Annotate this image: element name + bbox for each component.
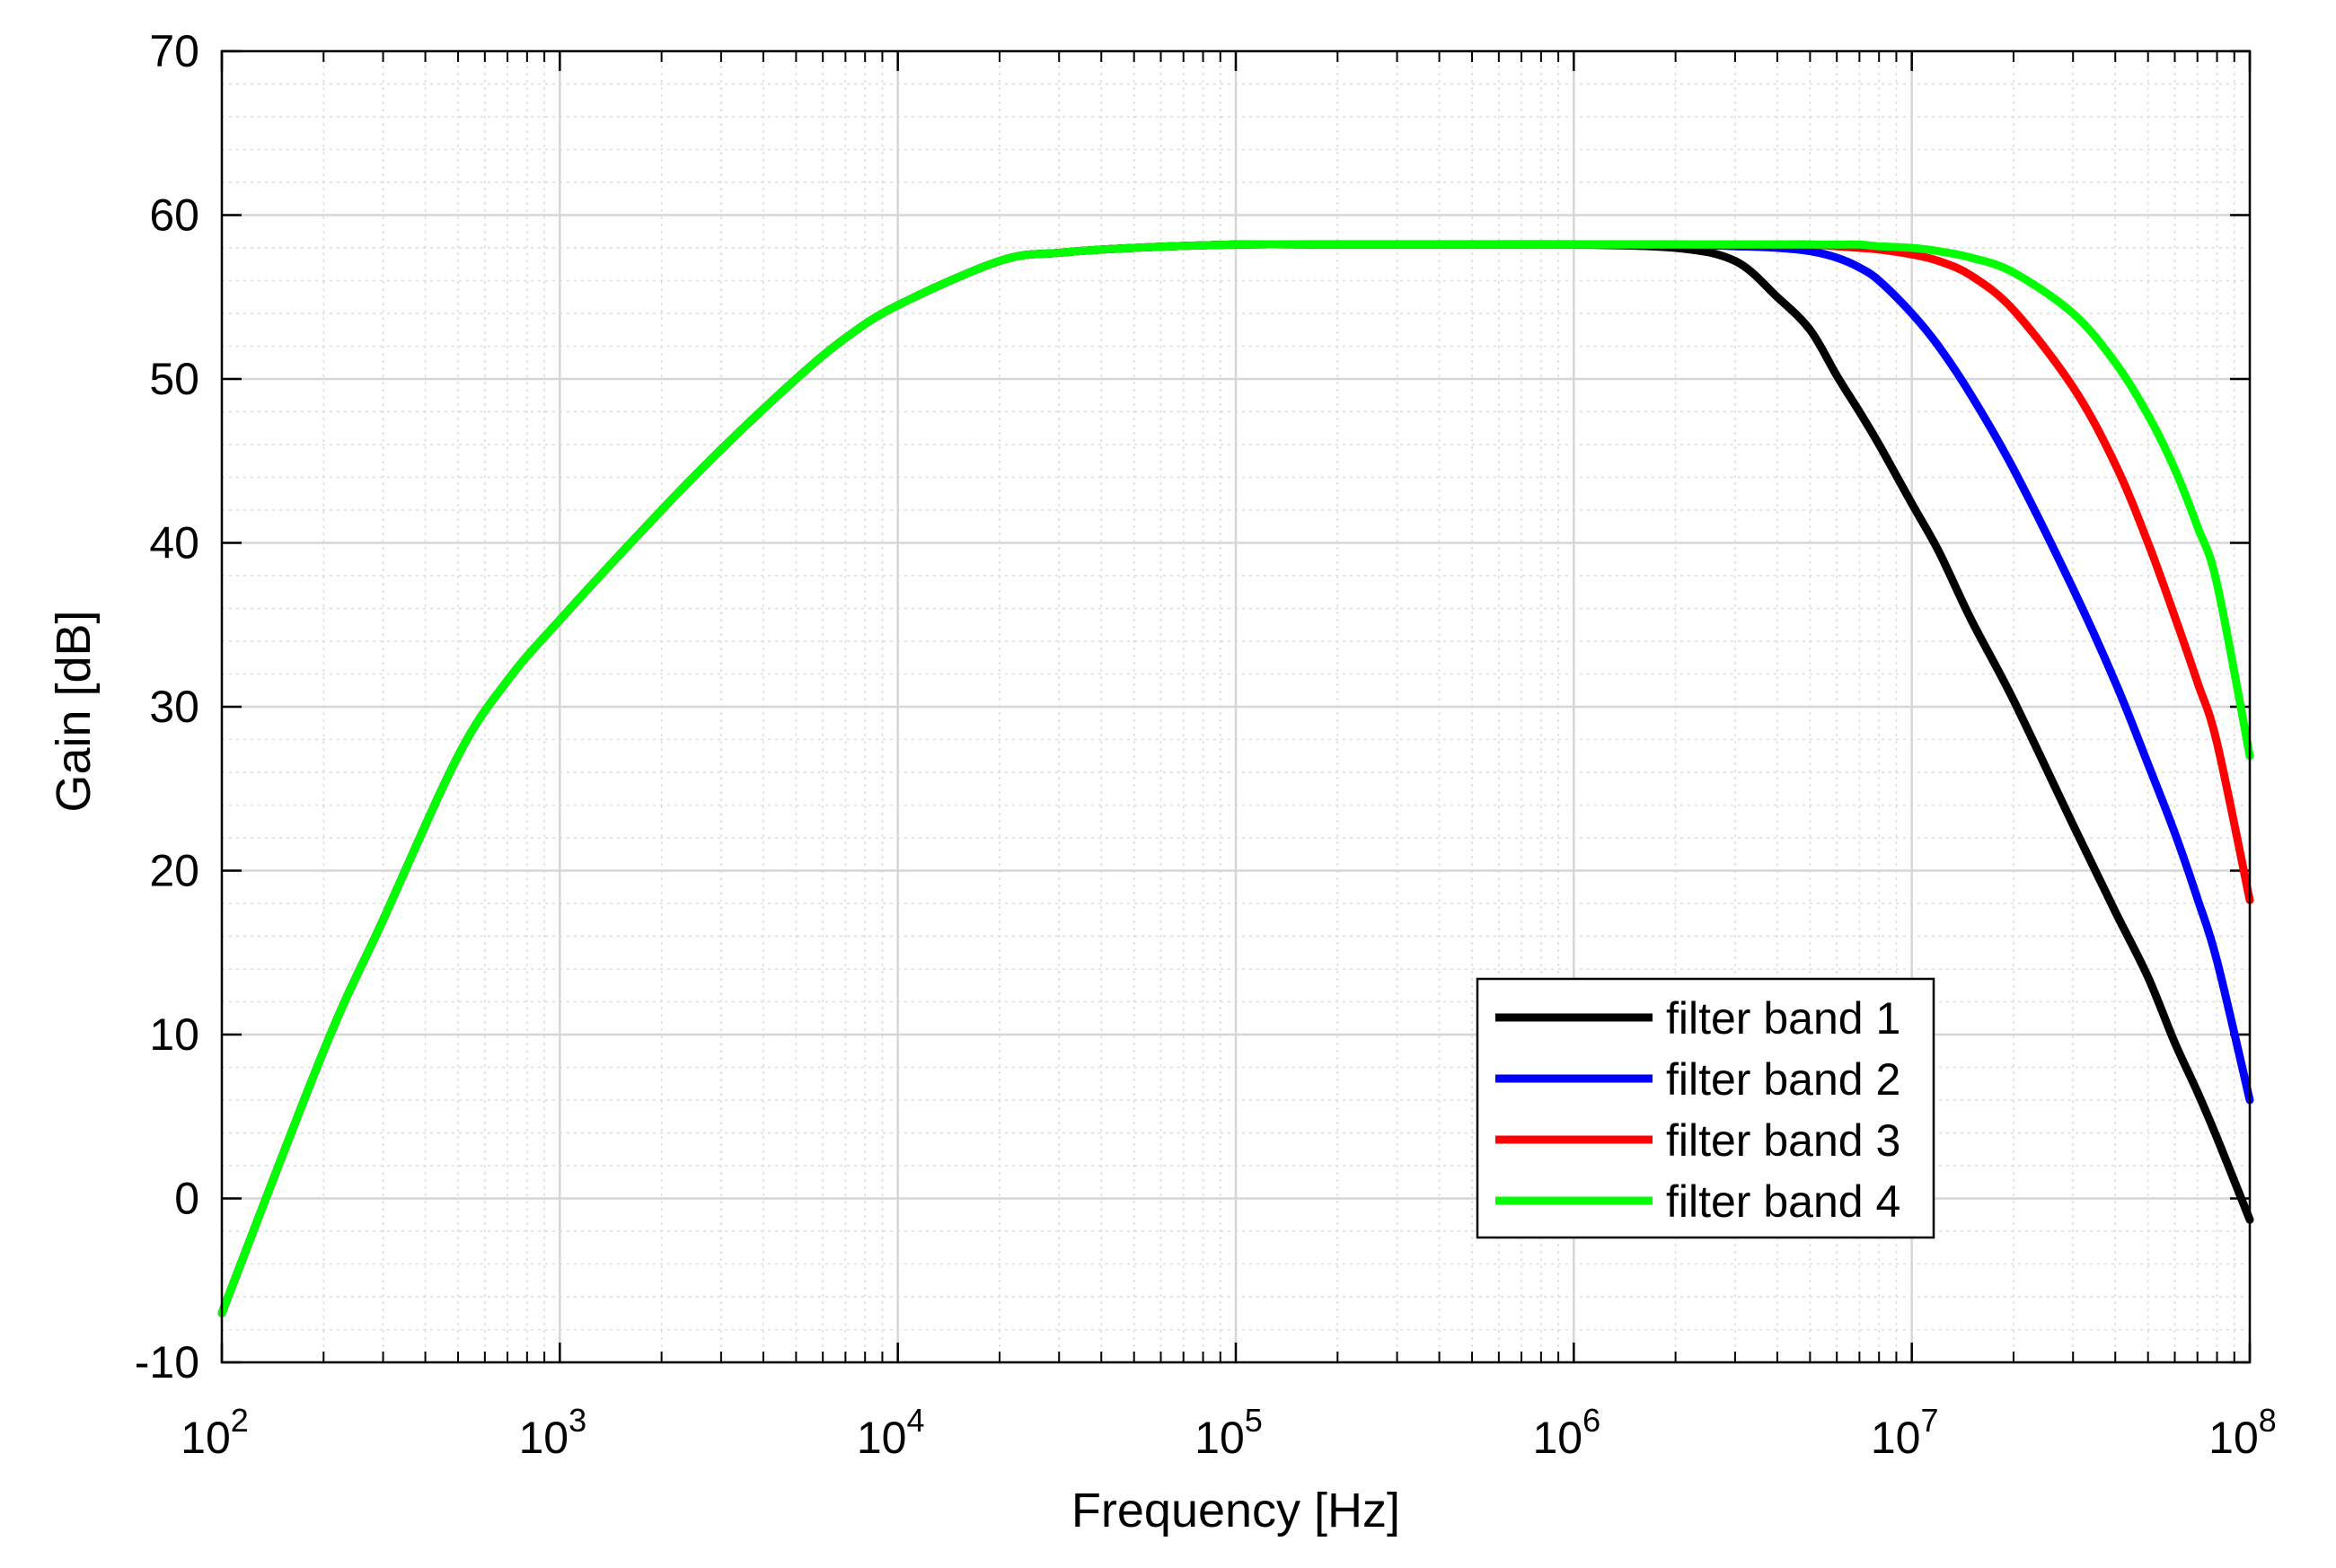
y-tick-label: -10 [135, 1337, 199, 1387]
y-tick-label: 30 [149, 682, 199, 732]
series-lines [217, 240, 2254, 1317]
y-tick-label: 10 [149, 1009, 199, 1060]
y-tick-label: 0 [174, 1174, 199, 1224]
x-tick-exponent: 4 [906, 1402, 924, 1439]
series-line-filter-band-4 [217, 240, 2254, 1317]
x-tick-label: 104 [857, 1402, 925, 1463]
legend-entry-1: filter band 1 [1495, 993, 1900, 1044]
y-tick-label: 20 [149, 846, 199, 896]
legend-label-3: filter band 3 [1666, 1115, 1900, 1166]
legend-label-1: filter band 1 [1666, 993, 1900, 1044]
legend-entry-2: filter band 2 [1495, 1054, 1900, 1105]
y-tick-label: 60 [149, 190, 199, 241]
x-axis-label: Frequency [Hz] [1071, 1484, 1400, 1537]
legend-entry-4: filter band 4 [1495, 1176, 1900, 1227]
y-axis-label: Gain [dB] [47, 610, 101, 812]
plot-frame [220, 49, 2252, 1364]
legend-box [1476, 977, 1935, 1239]
x-tick-exponent: 6 [1582, 1402, 1600, 1439]
x-tick-exponent: 8 [2259, 1402, 2277, 1439]
legend-label-2: filter band 2 [1666, 1054, 1900, 1105]
legend-label-4: filter band 4 [1666, 1176, 1900, 1227]
y-tick-labels: -10 0 10 20 30 40 50 60 70 [135, 26, 199, 1387]
legend: filter band 1 filter band 2 filter band … [1476, 977, 1935, 1239]
x-tick-exponent: 3 [569, 1402, 586, 1439]
x-tick-exponent: 5 [1245, 1402, 1263, 1439]
y-tick-label: 70 [149, 26, 199, 76]
x-tick-exponent: 7 [1920, 1402, 1938, 1439]
y-tick-label: 50 [149, 354, 199, 404]
legend-entry-3: filter band 3 [1495, 1115, 1900, 1166]
y-tick-label: 40 [149, 518, 199, 568]
x-tick-exponent: 2 [231, 1402, 249, 1439]
x-tick-label: 105 [1194, 1402, 1263, 1463]
